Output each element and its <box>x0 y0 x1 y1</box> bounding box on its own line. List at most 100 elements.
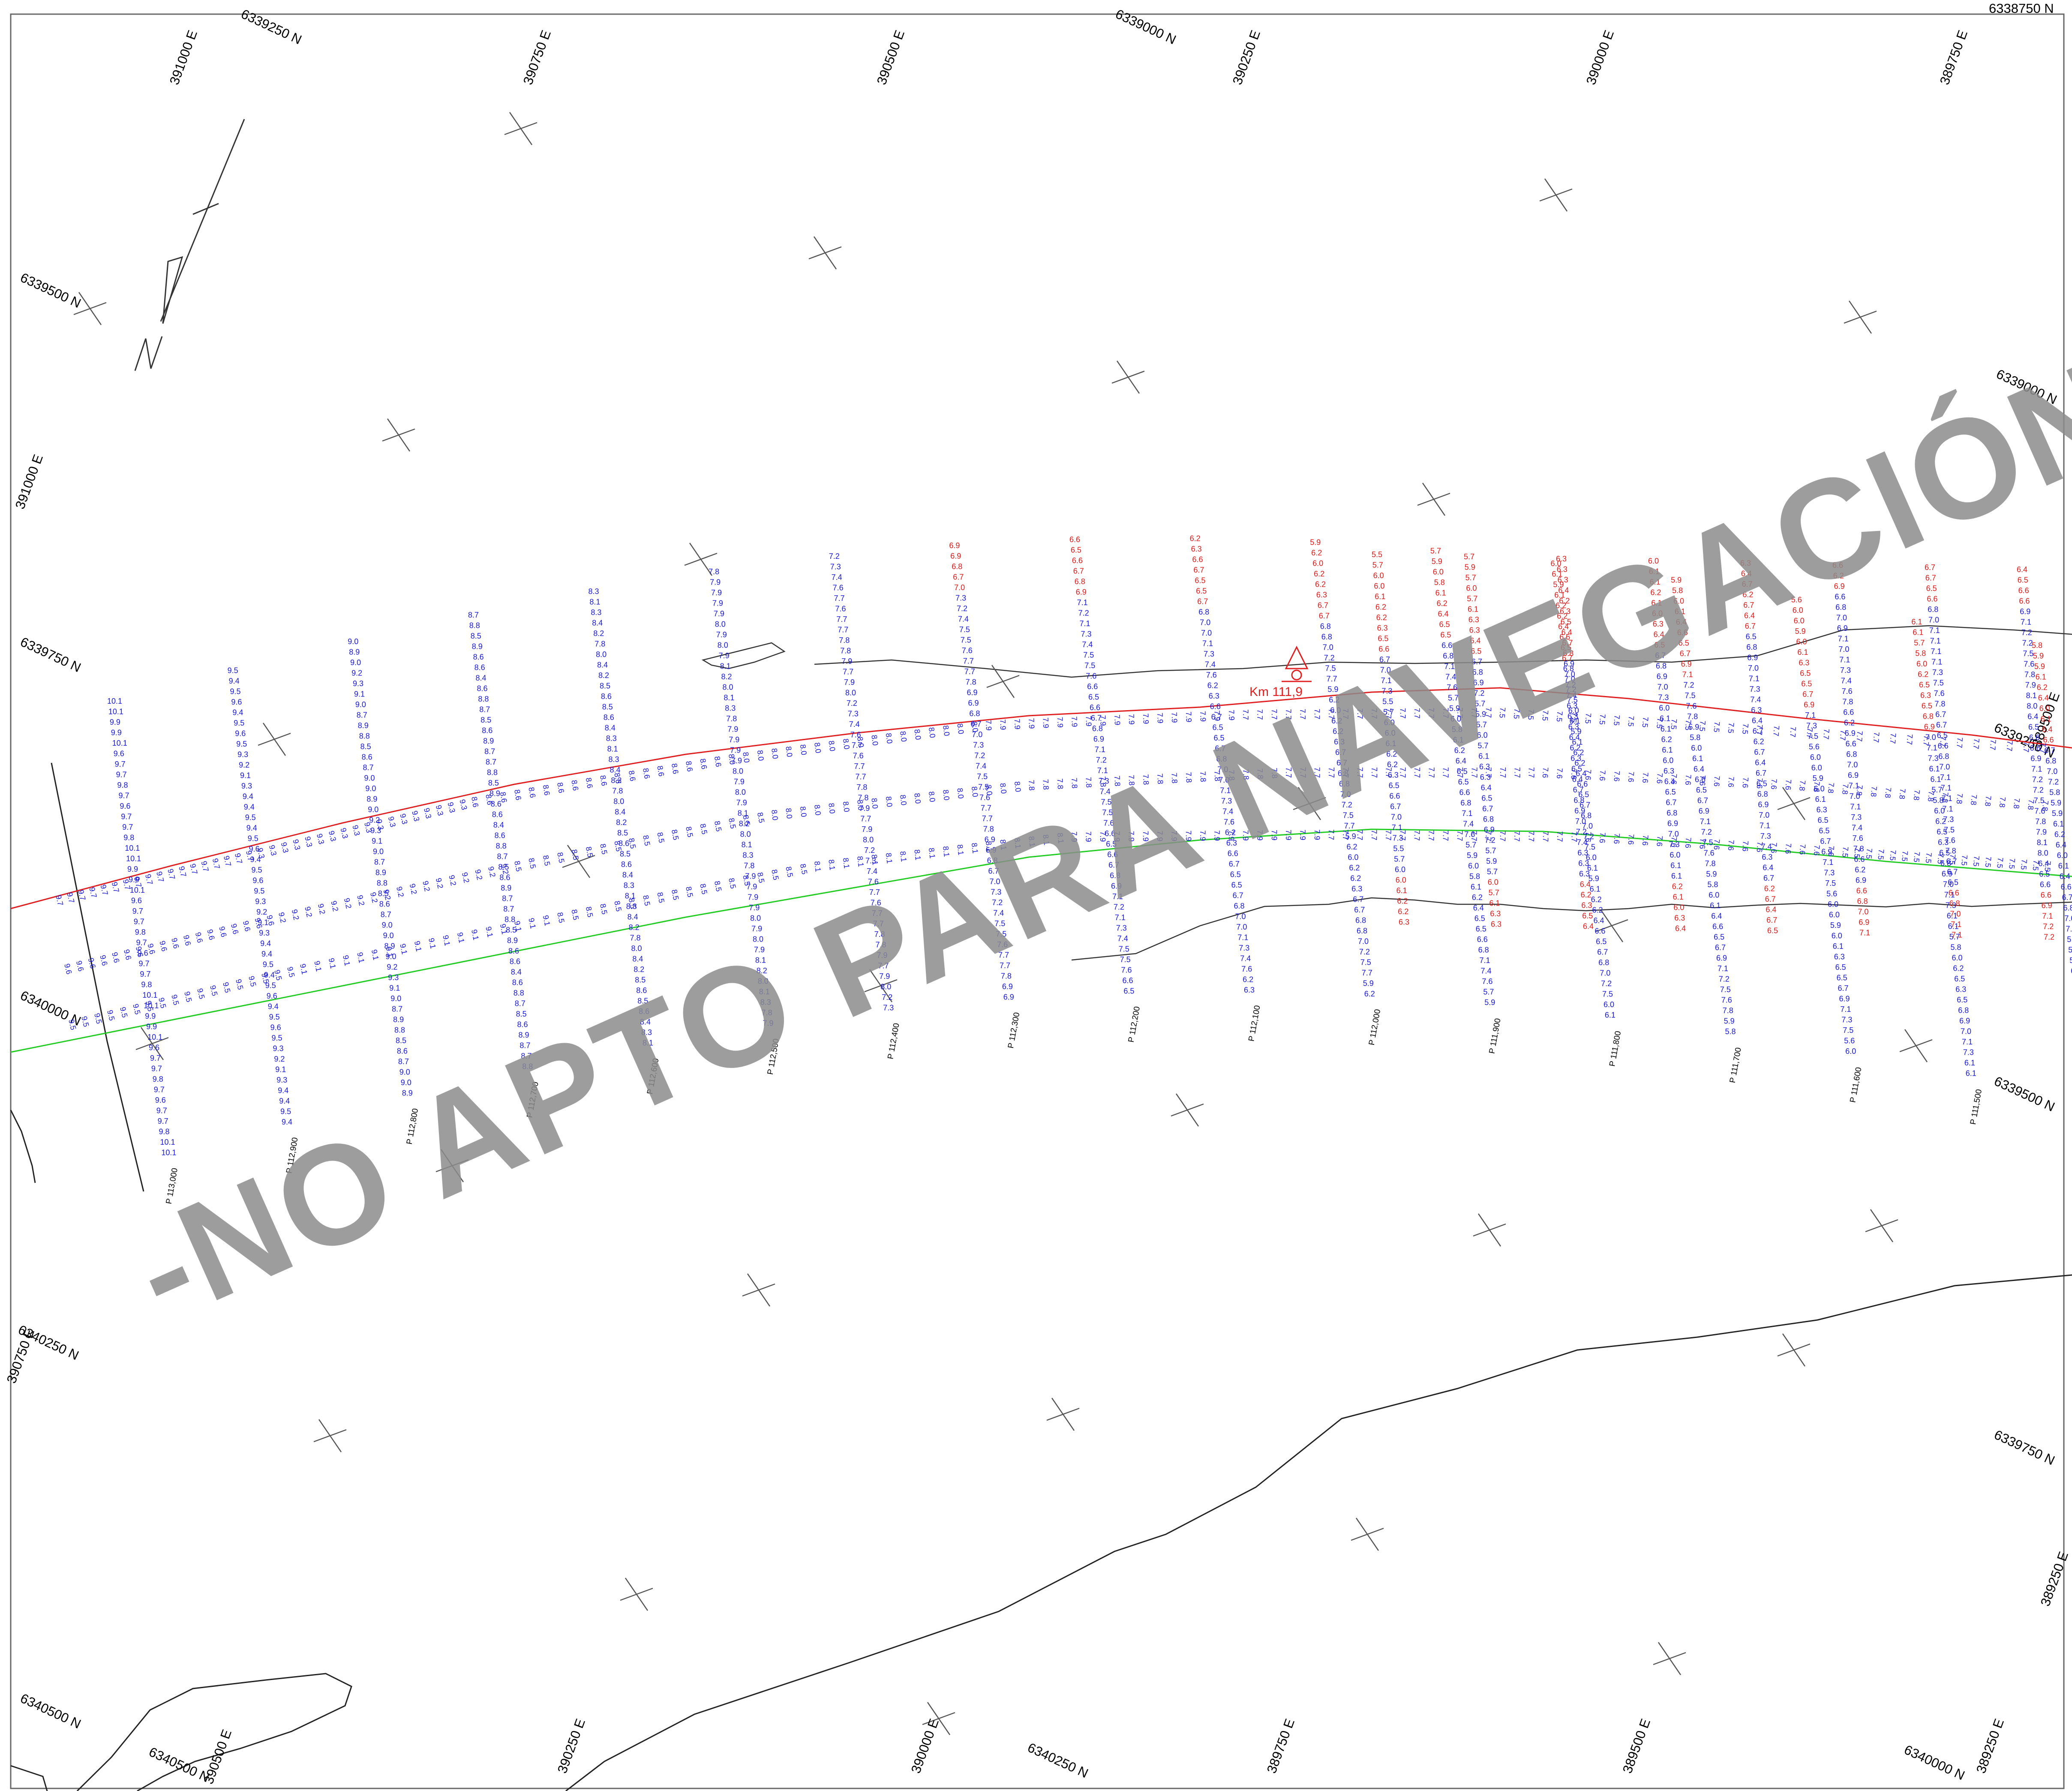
depth-sounding: 6.5 <box>1696 786 1707 795</box>
depth-sounding: 7.2 <box>2033 786 2044 795</box>
depth-sounding: 7.5 <box>1655 717 1664 729</box>
depth-sounding: 6.0 <box>1385 729 1396 738</box>
depth-sounding: 6.1 <box>1468 605 1478 614</box>
depth-sounding: 9.5 <box>269 1013 280 1021</box>
depth-sounding: 8.5 <box>641 834 652 846</box>
depth-sounding: 6.0 <box>1794 617 1805 625</box>
depth-sounding: 7.1 <box>1823 858 1833 867</box>
depth-sounding: 9.1 <box>398 943 409 955</box>
depth-sounding: 7.6 <box>1812 845 1821 856</box>
depth-sounding: 9.4 <box>264 971 275 979</box>
depth-sounding: 9.7 <box>76 889 87 901</box>
depth-sounding: 7.3 <box>1750 685 1760 693</box>
depth-sounding: 7.8 <box>856 783 867 792</box>
depth-sounding: 7.7 <box>1788 726 1798 738</box>
depth-sounding: 6.0 <box>1673 597 1684 606</box>
depth-sounding: 7.1 <box>1700 817 1711 826</box>
depth-sounding: 6.9 <box>1942 870 1952 878</box>
grid-coordinate-label: 6340250 N <box>1025 1740 1090 1781</box>
depth-sounding: 9.0 <box>348 637 358 646</box>
depth-sounding: 7.9 <box>841 657 852 666</box>
depth-sounding: 7.7 <box>963 657 974 665</box>
depth-sounding: 6.0 <box>1709 891 1719 900</box>
depth-sounding: 8.5 <box>584 906 595 918</box>
depth-sounding: 7.9 <box>1070 831 1078 842</box>
depth-sounding: 7.6 <box>1712 839 1721 850</box>
depth-sounding: 9.2 <box>387 963 397 972</box>
depth-sounding: 7.4 <box>976 762 986 770</box>
depth-sounding: 9.6 <box>253 917 264 930</box>
depth-sounding: 6.5 <box>1481 794 1492 803</box>
depth-sounding: 7.8 <box>1855 785 1864 796</box>
depth-sounding: 7.8 <box>1946 847 1956 855</box>
depth-sounding: 6.6 <box>1843 708 1854 717</box>
depth-sounding: 7.8 <box>1213 770 1222 781</box>
depth-sounding: 6.3 <box>1568 712 1578 721</box>
depth-sounding: 7.9 <box>719 651 730 660</box>
depth-sounding: 6.5 <box>1106 840 1117 849</box>
depth-sounding: 7.5 <box>1808 732 1818 741</box>
depth-sounding: 10.1 <box>107 697 122 705</box>
depth-sounding: 6.7 <box>1318 601 1328 610</box>
depth-sounding: 6.1 <box>1670 861 1681 870</box>
depth-sounding: 8.1 <box>955 844 965 855</box>
depth-sounding: 6.8 <box>1216 755 1227 763</box>
sounding-profile: 9.59.49.59.69.49.59.69.59.39.29.19.39.49… <box>228 666 300 1174</box>
depth-sounding: 8.9 <box>375 868 386 877</box>
depth-sounding: 8.8 <box>522 1062 533 1071</box>
depth-sounding: 8.0 <box>770 809 780 821</box>
depth-sounding: 9.5 <box>265 981 276 990</box>
depth-sounding: 7.5 <box>1684 720 1693 731</box>
depth-sounding: 7.0 <box>1235 912 1246 921</box>
depth-sounding: 6.1 <box>1660 714 1670 723</box>
depth-sounding: 6.3 <box>1334 738 1345 746</box>
depth-sounding: 7.6 <box>2034 807 2045 816</box>
depth-sounding: 7.3 <box>883 1004 894 1012</box>
depth-sounding: 8.6 <box>379 900 390 909</box>
depth-sounding: 5.9 <box>1363 979 1374 988</box>
depth-sounding: 5.5 <box>1393 844 1404 853</box>
depth-sounding: 8.0 <box>613 797 624 806</box>
depth-sounding: 8.6 <box>477 684 488 693</box>
depth-sounding: 6.4 <box>1583 922 1594 931</box>
depth-sounding: 7.9 <box>731 756 742 765</box>
depth-sounding: 7.0 <box>1201 629 1212 637</box>
depth-sounding: 6.1 <box>1375 592 1385 601</box>
depth-sounding: 9.2 <box>369 816 380 825</box>
depth-sounding: 6.5 <box>1582 912 1593 920</box>
depth-sounding: 7.5 <box>1612 715 1622 726</box>
depth-sounding: 6.2 <box>1855 866 1865 874</box>
depth-sounding: 7.7 <box>1298 709 1307 720</box>
sounding-profile: 10.110.19.99.910.19.69.79.79.89.79.69.79… <box>107 697 180 1205</box>
depth-sounding: 8.0 <box>880 983 891 991</box>
depth-sounding: 6.8 <box>1857 897 1868 906</box>
depth-sounding: 9.6 <box>149 1044 159 1052</box>
depth-sounding: 7.8 <box>1898 788 1907 800</box>
depth-sounding: 10.1 <box>108 708 123 716</box>
grid-cross <box>1865 1209 1898 1242</box>
depth-sounding: 9.1 <box>298 963 309 975</box>
depth-sounding: 6.3 <box>1568 723 1579 731</box>
grid-cross <box>808 236 842 270</box>
depth-sounding: 6.2 <box>1556 601 1566 610</box>
depth-sounding: 7.7 <box>1356 708 1364 719</box>
depth-sounding: 6.2 <box>1844 719 1855 727</box>
depth-sounding: 6.3 <box>1664 767 1674 775</box>
depth-sounding: 7.5 <box>1933 679 1944 687</box>
depth-sounding: 6.9 <box>967 688 978 697</box>
depth-sounding: 9.7 <box>87 886 98 899</box>
depth-sounding: 7.0 <box>1323 643 1333 652</box>
depth-sounding: 9.5 <box>118 1006 129 1018</box>
depth-sounding: 7.1 <box>1080 619 1090 628</box>
depth-sounding: 9.7 <box>140 970 150 978</box>
depth-sounding: 6.3 <box>1191 545 1202 553</box>
depth-sounding: 7.3 <box>1841 1016 1852 1024</box>
depth-sounding: 7.0 <box>990 877 1000 886</box>
depth-sounding: 7.0 <box>1658 683 1668 691</box>
depth-sounding: 6.1 <box>1931 775 1941 783</box>
depth-sounding: 7.7 <box>860 815 871 823</box>
depth-sounding: 9.2 <box>290 909 301 921</box>
depth-sounding: 6.5 <box>1571 765 1582 773</box>
depth-sounding: 8.0 <box>984 784 994 796</box>
sounding-column: 6.66.26.96.66.87.06.97.17.07.17.37.47.67… <box>1832 561 1870 937</box>
